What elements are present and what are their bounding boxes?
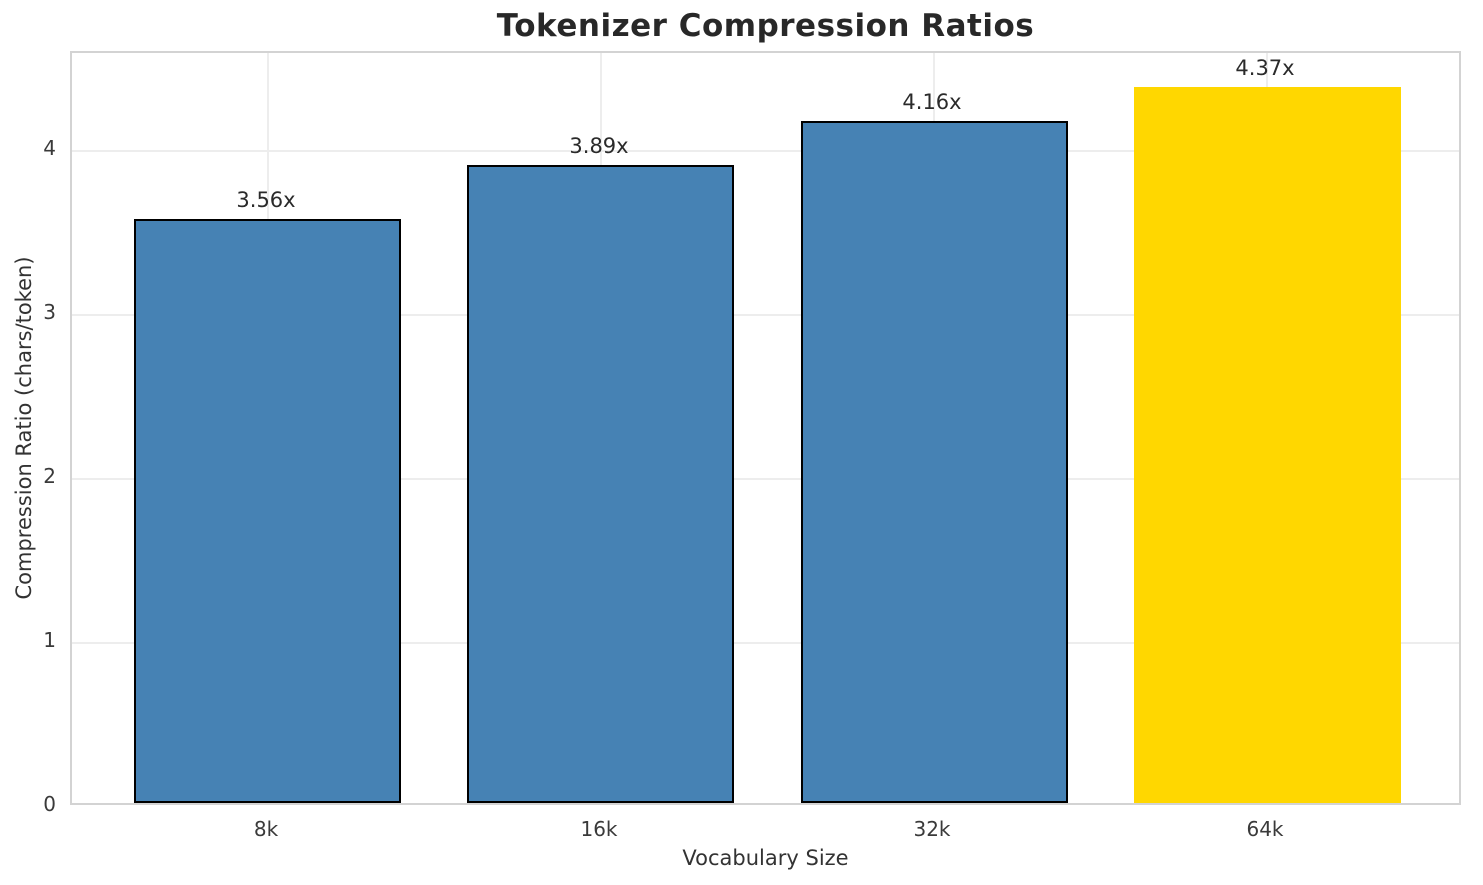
y-tick-label: 2: [43, 464, 56, 488]
x-axis-label: Vocabulary Size: [682, 846, 849, 870]
bar-value-label: 3.89x: [569, 134, 629, 158]
x-tick-label: 32k: [913, 817, 951, 841]
chart-title: Tokenizer Compression Ratios: [496, 8, 1035, 44]
y-tick-label: 4: [43, 136, 56, 160]
y-axis-label: Compression Ratio (chars/token): [12, 256, 36, 600]
y-tick-label: 0: [43, 792, 56, 816]
bar-16k: [467, 165, 734, 803]
x-tick-label: 64k: [1246, 817, 1284, 841]
plot-inner: [72, 53, 1459, 803]
y-tick-label: 1: [43, 628, 56, 652]
bar-value-label: 4.37x: [1235, 56, 1295, 80]
bar-8k: [134, 219, 401, 803]
gridline-horizontal: [72, 642, 1459, 645]
plot-area: [70, 51, 1461, 805]
x-tick-label: 8k: [253, 817, 279, 841]
bar-value-label: 4.16x: [902, 90, 962, 114]
gridline-horizontal: [72, 314, 1459, 317]
bar-value-label: 3.56x: [236, 188, 296, 212]
gridline-horizontal: [72, 150, 1459, 153]
bar-32k: [801, 121, 1068, 803]
bar-64k: [1134, 87, 1401, 803]
y-tick-label: 3: [43, 300, 56, 324]
x-tick-label: 16k: [580, 817, 618, 841]
gridline-horizontal: [72, 478, 1459, 481]
